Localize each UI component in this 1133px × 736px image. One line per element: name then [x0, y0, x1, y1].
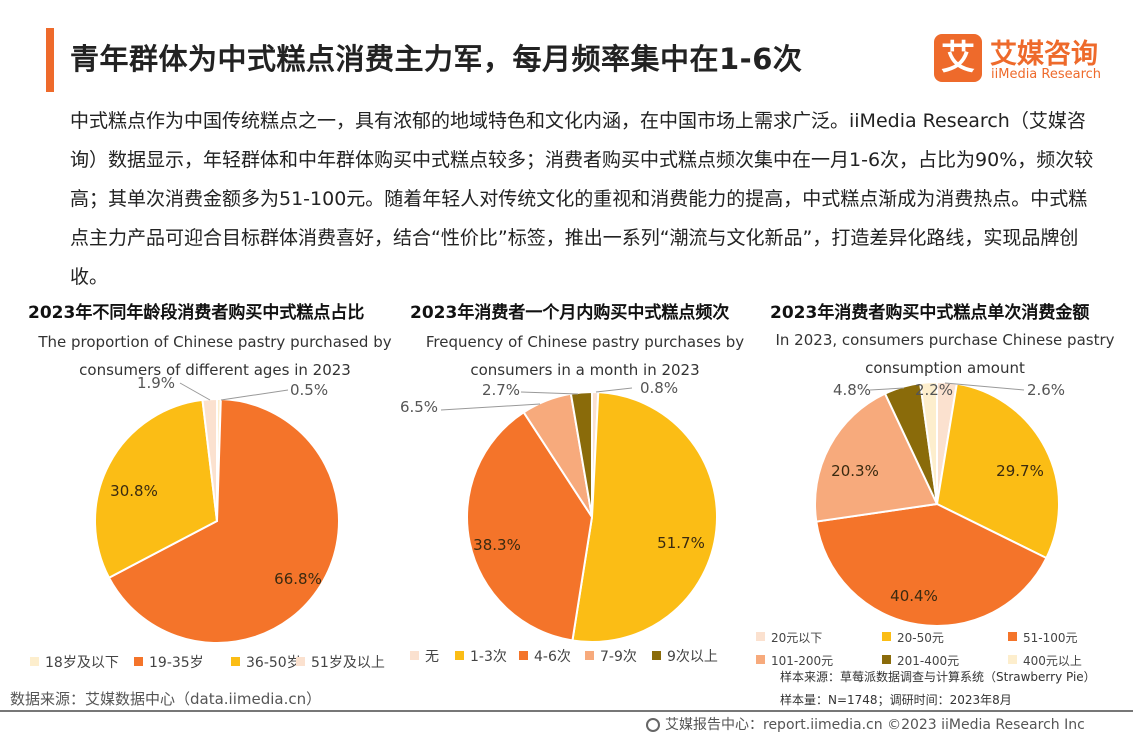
legend-swatch: [882, 632, 891, 641]
page-title: 青年群体为中式糕点消费主力军，每月频率集中在1-6次: [70, 42, 803, 76]
chart-3-slice-1: [935, 382, 1060, 560]
footer-divider: [0, 710, 1133, 712]
legend-label: 101-200元: [771, 654, 834, 668]
chart-3-legend-item: 201-400元: [882, 652, 959, 669]
legend-label: 20元以下: [771, 631, 823, 645]
chart-1-legend-item: 18岁及以下: [30, 652, 119, 672]
data-source: 数据来源：艾媒数据中心（data.iimedia.cn）: [10, 690, 322, 708]
chart-3-legend-item: 20元以下: [756, 629, 822, 646]
sample-source: 样本来源：草莓派数据调查与计算系统（Strawberry Pie）: [780, 670, 1096, 684]
chart-2-data-label-2: 38.3%: [473, 536, 521, 554]
chart-2-legend-item: 1-3次: [455, 646, 507, 666]
globe-icon: [646, 718, 660, 732]
chart-2-leader-0: [595, 387, 633, 393]
chart-2-legend-item: 9次以上: [652, 646, 718, 666]
legend-label: 201-400元: [897, 654, 960, 668]
legend-label: 9次以上: [667, 649, 718, 665]
legend-swatch: [231, 657, 240, 666]
chart-2-data-label-4: 2.7%: [482, 381, 520, 399]
chart-1-title: 2023年不同年龄段消费者购买中式糕点占比: [28, 303, 365, 323]
chart-2-subtitle: Frequency of Chinese pastry purchases by…: [425, 333, 745, 379]
chart-1-leader-3: [179, 382, 211, 401]
chart-2-legend-item: 7-9次: [585, 646, 637, 666]
chart-3-legend-item: 400元以上: [1008, 652, 1082, 669]
legend-label: 7-9次: [600, 649, 637, 665]
chart-3-legend-item: 20-50元: [882, 629, 944, 646]
chart-3-data-label-5: 2.2%: [915, 381, 953, 399]
legend-label: 51岁及以上: [311, 655, 385, 671]
legend-swatch: [410, 651, 419, 660]
footer-text: 艾媒报告中心：report.iimedia.cn ©2023 iiMedia R…: [665, 717, 1085, 733]
chart-3-leader-4: [869, 387, 905, 391]
chart-1-data-label-2: 30.8%: [110, 482, 158, 500]
chart-3-slice-5: [919, 380, 938, 505]
legend-swatch: [519, 651, 528, 660]
chart-3-data-label-0: 2.6%: [1027, 381, 1065, 399]
legend-label: 36-50岁: [246, 655, 301, 671]
chart-1-legend-item: 51岁及以上: [296, 652, 385, 672]
chart-1-slice-2: [94, 398, 219, 580]
chart-1-slice-3: [201, 397, 218, 522]
footer: 艾媒报告中心：report.iimedia.cn ©2023 iiMedia R…: [646, 714, 1085, 734]
chart-3-leader-0: [944, 382, 1025, 391]
legend-swatch: [296, 657, 305, 666]
legend-label: 18岁及以下: [45, 655, 119, 671]
chart-1-data-label-3: 1.9%: [137, 374, 175, 392]
chart-1-data-label-0: 0.5%: [290, 381, 328, 399]
legend-label: 51-100元: [1023, 631, 1078, 645]
chart-3-title: 2023年消费者购买中式糕点单次消费金额: [770, 303, 1090, 323]
legend-label: 20-50元: [897, 631, 944, 645]
legend-swatch: [756, 655, 765, 664]
chart-3-legend-item: 101-200元: [756, 652, 833, 669]
legend-swatch: [1008, 655, 1017, 664]
chart-2-data-label-0: 0.8%: [640, 379, 678, 397]
legend-swatch: [1008, 632, 1017, 641]
legend-swatch: [585, 651, 594, 660]
chart-3-legend-item: 51-100元: [1008, 629, 1078, 646]
chart-2-leader-4: [520, 391, 579, 395]
chart-1-leader-0: [220, 389, 289, 401]
chart-3-subtitle: In 2023, consumers purchase Chinese past…: [775, 331, 1115, 377]
sample-size: 样本量：N=1748；调研时间：2023年8月: [780, 693, 1012, 707]
logo-cn-text: 艾媒咨询: [990, 39, 1098, 70]
chart-2-leader-3: [440, 403, 541, 411]
legend-label: 无: [425, 649, 439, 665]
chart-2-legend-item: 无: [410, 646, 439, 666]
chart-3-data-label-4: 4.8%: [833, 381, 871, 399]
logo-en-text: iiMedia Research: [991, 67, 1102, 82]
logo-mark-icon: 艾: [934, 34, 982, 82]
chart-2-slice-1: [571, 391, 718, 643]
chart-2-data-label-1: 51.7%: [657, 534, 705, 552]
chart-3-data-label-1: 29.7%: [996, 462, 1044, 480]
legend-swatch: [756, 632, 765, 641]
title-accent-bar: [46, 28, 54, 92]
chart-1-legend-item: 36-50岁: [231, 652, 301, 672]
legend-label: 1-3次: [470, 649, 507, 665]
legend-swatch: [882, 655, 891, 664]
legend-label: 19-35岁: [149, 655, 204, 671]
legend-swatch: [30, 657, 39, 666]
legend-swatch: [455, 651, 464, 660]
legend-swatch: [134, 657, 143, 666]
chart-3-slice-2: [815, 502, 1048, 627]
intro-paragraph: 中式糕点作为中国传统糕点之一，具有浓郁的地域特色和文化内涵，在中国市场上需求广泛…: [70, 110, 1094, 288]
chart-1-slice-1: [107, 398, 340, 644]
chart-1-subtitle: The proportion of Chinese pastry purchas…: [38, 333, 392, 379]
chart-2-title: 2023年消费者一个月内购买中式糕点频次: [410, 303, 730, 323]
chart-2-legend-item: 4-6次: [519, 646, 571, 666]
chart-3-slice-3: [814, 392, 939, 523]
chart-2-data-label-3: 6.5%: [400, 398, 438, 416]
legend-label: 400元以上: [1023, 654, 1082, 668]
iimedia-logo: 艾 艾媒咨询 iiMedia Research: [934, 30, 1119, 86]
legend-swatch: [652, 651, 661, 660]
chart-3-data-label-2: 40.4%: [890, 587, 938, 605]
chart-1-legend-item: 19-35岁: [134, 652, 204, 672]
chart-1-data-label-1: 66.8%: [274, 570, 322, 588]
legend-label: 4-6次: [534, 649, 571, 665]
chart-3-data-label-3: 20.3%: [831, 462, 879, 480]
